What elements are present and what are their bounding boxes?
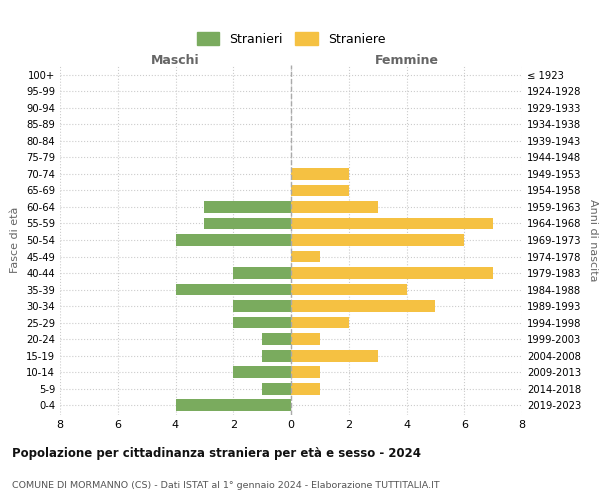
Bar (291, 267, 493, 279)
Bar (233, 267, 291, 279)
Bar (205, 218, 291, 230)
Legend: Stranieri, Straniere: Stranieri, Straniere (191, 26, 392, 52)
Bar (176, 284, 291, 296)
Bar (291, 201, 377, 213)
Bar (291, 250, 320, 262)
Text: Maschi: Maschi (151, 54, 200, 66)
Bar (291, 284, 407, 296)
Bar (262, 350, 291, 362)
Bar (262, 333, 291, 345)
Bar (262, 382, 291, 394)
Bar (205, 201, 291, 213)
Bar (291, 234, 464, 246)
Text: COMUNE DI MORMANNO (CS) - Dati ISTAT al 1° gennaio 2024 - Elaborazione TUTTITALI: COMUNE DI MORMANNO (CS) - Dati ISTAT al … (12, 480, 440, 490)
Bar (233, 316, 291, 328)
Bar (233, 366, 291, 378)
Bar (291, 350, 377, 362)
Bar (291, 316, 349, 328)
Bar (291, 218, 493, 230)
Text: Femmine: Femmine (374, 54, 439, 66)
Bar (291, 366, 320, 378)
Text: Popolazione per cittadinanza straniera per età e sesso - 2024: Popolazione per cittadinanza straniera p… (12, 448, 421, 460)
Bar (291, 168, 349, 180)
Bar (291, 184, 349, 196)
Bar (291, 333, 320, 345)
Bar (291, 382, 320, 394)
Bar (233, 300, 291, 312)
Y-axis label: Fasce di età: Fasce di età (10, 207, 20, 273)
Y-axis label: Anni di nascita: Anni di nascita (588, 198, 598, 281)
Bar (176, 234, 291, 246)
Bar (176, 399, 291, 411)
Bar (291, 300, 436, 312)
